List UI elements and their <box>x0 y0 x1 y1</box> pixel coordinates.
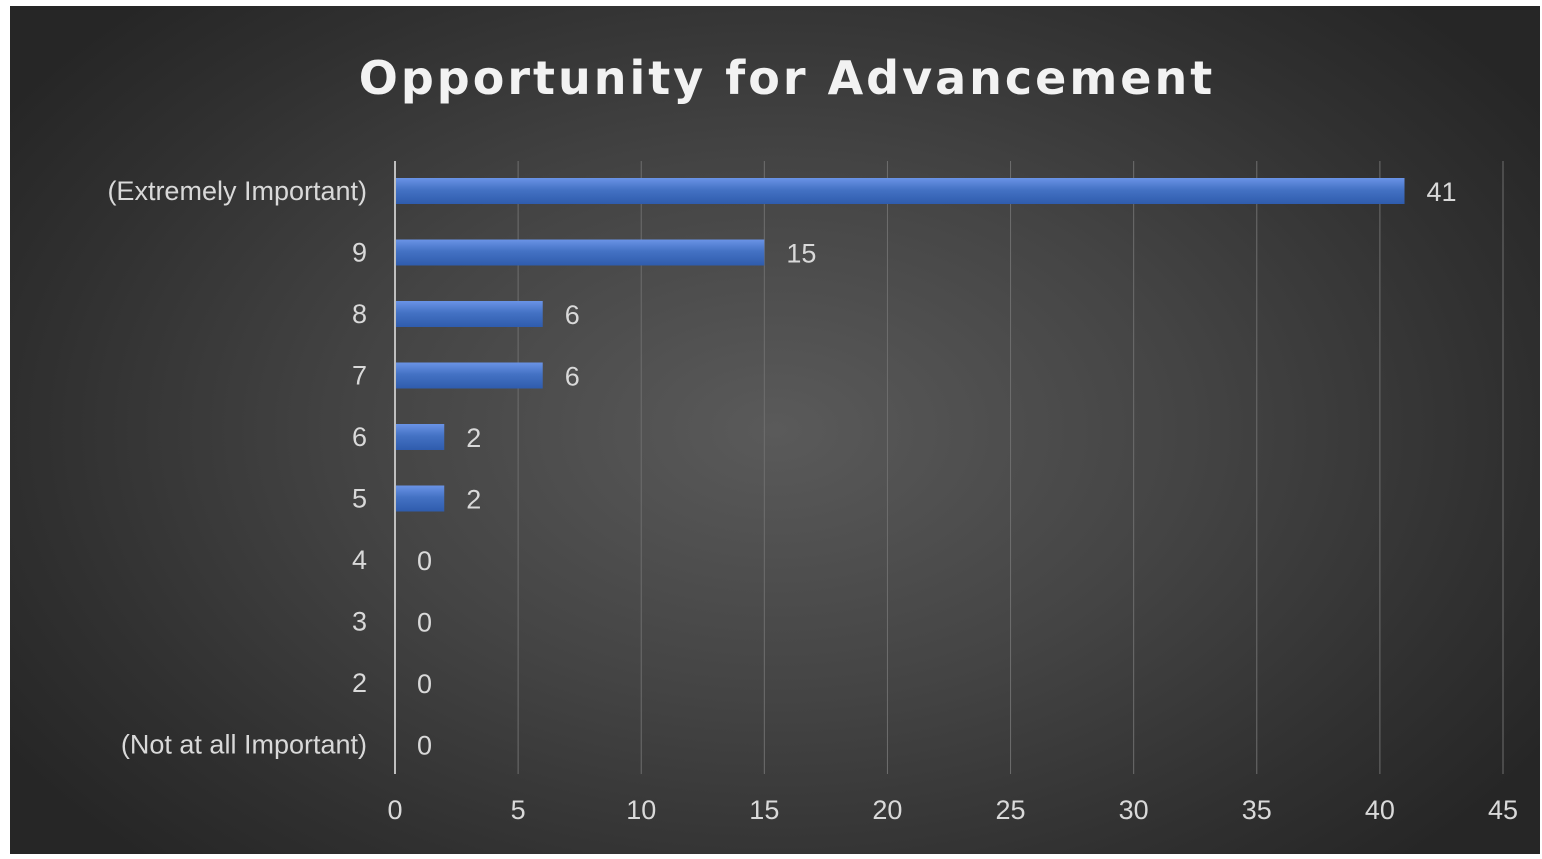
x-tick-label: 5 <box>511 795 526 825</box>
bar-chart: Opportunity for Advancement (Extremely I… <box>107 51 1518 825</box>
data-label: 2 <box>466 485 481 515</box>
bar <box>395 178 1405 204</box>
bar <box>395 362 543 389</box>
bars <box>395 178 1405 512</box>
category-label: (Not at all Important) <box>121 730 367 760</box>
data-label: 0 <box>417 731 432 761</box>
bar <box>395 301 543 327</box>
bar <box>395 485 445 512</box>
data-label: 6 <box>565 362 580 392</box>
category-label: 8 <box>352 299 367 329</box>
chart-title: Opportunity for Advancement <box>359 51 1215 105</box>
x-tick-label: 20 <box>872 795 902 825</box>
data-label: 0 <box>417 608 432 638</box>
chart-frame: Opportunity for Advancement (Extremely I… <box>10 6 1540 854</box>
x-tick-label: 15 <box>749 795 779 825</box>
data-label: 2 <box>466 423 481 453</box>
data-label: 41 <box>1427 177 1457 207</box>
data-label: 0 <box>417 546 432 576</box>
x-tick-label: 25 <box>996 795 1026 825</box>
x-tick-label: 0 <box>387 795 402 825</box>
x-tick-label: 40 <box>1365 795 1395 825</box>
x-tick-label: 10 <box>626 795 656 825</box>
category-label: 4 <box>352 545 367 575</box>
x-tick-label: 45 <box>1488 795 1518 825</box>
data-labels: 41 15 6 6 2 2 0 0 0 0 <box>417 177 1457 761</box>
category-label: (Extremely Important) <box>107 176 367 206</box>
data-label: 15 <box>786 239 816 269</box>
bar <box>395 424 445 450</box>
category-label: 6 <box>352 422 367 452</box>
bar <box>395 239 765 266</box>
data-label: 0 <box>417 669 432 699</box>
category-label: 2 <box>352 668 367 698</box>
category-label: 7 <box>352 361 367 391</box>
data-label: 6 <box>565 300 580 330</box>
x-axis-ticks: 0 5 10 15 20 25 30 35 40 45 <box>387 795 1518 825</box>
category-label: 5 <box>352 484 367 514</box>
x-tick-label: 30 <box>1119 795 1149 825</box>
category-label: 3 <box>352 607 367 637</box>
category-label: 9 <box>352 238 367 268</box>
x-tick-label: 35 <box>1242 795 1272 825</box>
category-labels: (Extremely Important) 9 8 7 6 5 4 3 2 (Not at all… <box>107 176 367 760</box>
